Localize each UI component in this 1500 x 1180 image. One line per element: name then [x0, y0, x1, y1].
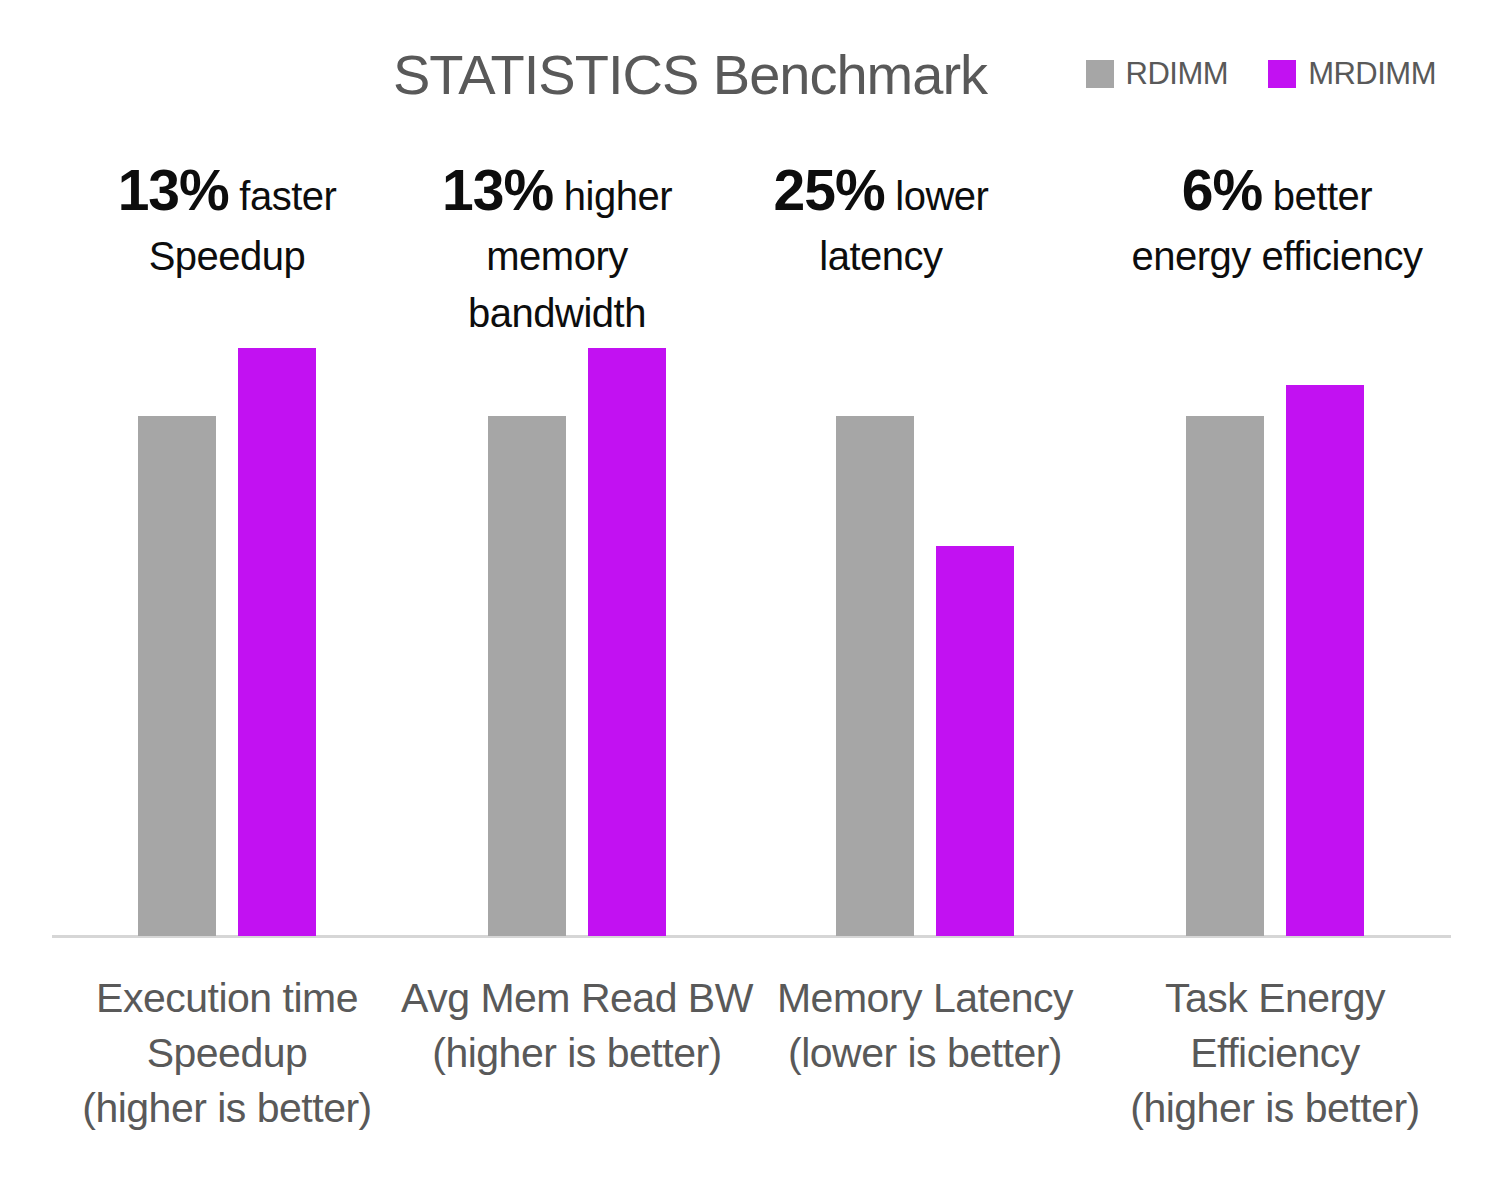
group-annotation: 13% faster Speedup	[118, 158, 337, 285]
category-label-line: (higher is better)	[1130, 1081, 1420, 1136]
category-label: Execution timeSpeedup(higher is better)	[82, 971, 372, 1136]
category-label-line: Efficiency	[1130, 1026, 1420, 1081]
bar-pair	[836, 416, 1014, 936]
annotation-detail-line: latency	[774, 228, 989, 285]
bar-mrdimm	[1286, 385, 1364, 936]
bar-mrdimm	[936, 546, 1014, 936]
annotation-qualifier: higher	[553, 174, 672, 218]
benchmark-slide: STATISTICS Benchmark RDIMM MRDIMM 13% fa…	[0, 0, 1500, 1180]
annotation-stat: 13%	[118, 158, 229, 222]
bar-rdimm	[1186, 416, 1264, 936]
group-annotation: 6% better energy efficiency	[1132, 158, 1423, 285]
annotation-headline: 25% lower	[774, 158, 989, 228]
annotation-qualifier: better	[1262, 174, 1372, 218]
category-label-line: (higher is better)	[82, 1081, 372, 1136]
annotation-headline: 13% higher	[442, 158, 672, 228]
annotation-stat: 25%	[774, 158, 885, 222]
bar-pair	[1186, 385, 1364, 936]
bar-mrdimm	[238, 348, 316, 936]
bar-rdimm	[488, 416, 566, 936]
bar-mrdimm	[588, 348, 666, 936]
category-label: Memory Latency(lower is better)	[777, 971, 1073, 1081]
annotation-stat: 13%	[442, 158, 553, 222]
annotation-headline: 13% faster	[118, 158, 337, 228]
category-label-line: Speedup	[82, 1026, 372, 1081]
category-label-line: Memory Latency	[777, 971, 1073, 1026]
bar-rdimm	[138, 416, 216, 936]
category-label-line: (lower is better)	[777, 1026, 1073, 1081]
group-annotation: 25% lower latency	[774, 158, 989, 285]
annotation-detail-line: memory	[442, 228, 672, 285]
annotation-detail-line: bandwidth	[442, 285, 672, 342]
category-label-line: Execution time	[82, 971, 372, 1026]
category-label: Avg Mem Read BW(higher is better)	[401, 971, 753, 1081]
category-label-line: (higher is better)	[401, 1026, 753, 1081]
bar-pair	[488, 348, 666, 936]
category-label: Task EnergyEfficiency(higher is better)	[1130, 971, 1420, 1136]
annotation-headline: 6% better	[1132, 158, 1423, 228]
group-annotation: 13% higher memorybandwidth	[442, 158, 672, 342]
annotation-qualifier: faster	[229, 174, 337, 218]
annotation-qualifier: lower	[885, 174, 989, 218]
bar-rdimm	[836, 416, 914, 936]
annotation-detail-line: Speedup	[118, 228, 337, 285]
bar-pair	[138, 348, 316, 936]
plot-area: 13% faster Speedup Execution timeSpeedup…	[0, 0, 1500, 1180]
annotation-detail-line: energy efficiency	[1132, 228, 1423, 285]
category-label-line: Avg Mem Read BW	[401, 971, 753, 1026]
annotation-stat: 6%	[1182, 158, 1262, 222]
category-label-line: Task Energy	[1130, 971, 1420, 1026]
